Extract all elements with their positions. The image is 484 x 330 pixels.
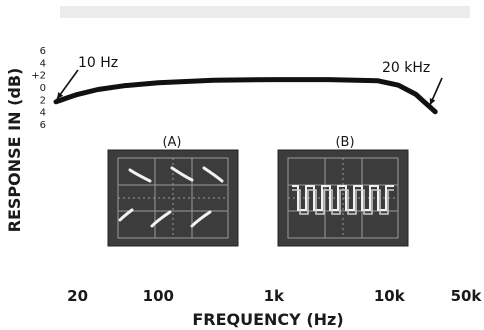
x-tick-label: 10k [374, 287, 406, 305]
annotations: 10 Hz 20 kHz [56, 55, 443, 106]
y-tick-label: 0 [40, 83, 46, 94]
x-tick-label: 50k [451, 287, 483, 305]
x-axis-title: FREQUENCY (Hz) [192, 310, 343, 329]
scope-b-trace [292, 185, 394, 215]
y-tick-label: 4 [40, 58, 46, 69]
scope-inset-a: (A) [107, 135, 239, 247]
x-tick-label: 20 [67, 287, 88, 305]
scope-inset-b: (B) [277, 135, 409, 247]
y-tick-label: 4 [40, 108, 46, 119]
top-noise-band [60, 6, 470, 18]
annotation-label: 20 kHz [382, 60, 430, 76]
x-tick-label: 1k [264, 287, 285, 305]
annotation-arrowhead [429, 98, 436, 105]
scope-a-label: (A) [162, 135, 181, 150]
y-axis-title: RESPONSE IN (dB) [5, 68, 24, 233]
y-tick-label: +2 [31, 71, 46, 82]
annotation-arrowhead [57, 92, 64, 99]
response-curve [53, 77, 438, 115]
annotation-label: 10 Hz [78, 55, 118, 71]
y-tick-label: 6 [40, 120, 46, 131]
y-tick-label: 2 [40, 95, 46, 106]
x-tick-labels: 20 100 1k 10k 50k [67, 287, 482, 305]
x-tick-label: 100 [143, 287, 174, 305]
scope-a-trace [118, 166, 224, 228]
scope-b-label: (B) [335, 135, 354, 150]
y-tick-label: 6 [40, 46, 46, 57]
